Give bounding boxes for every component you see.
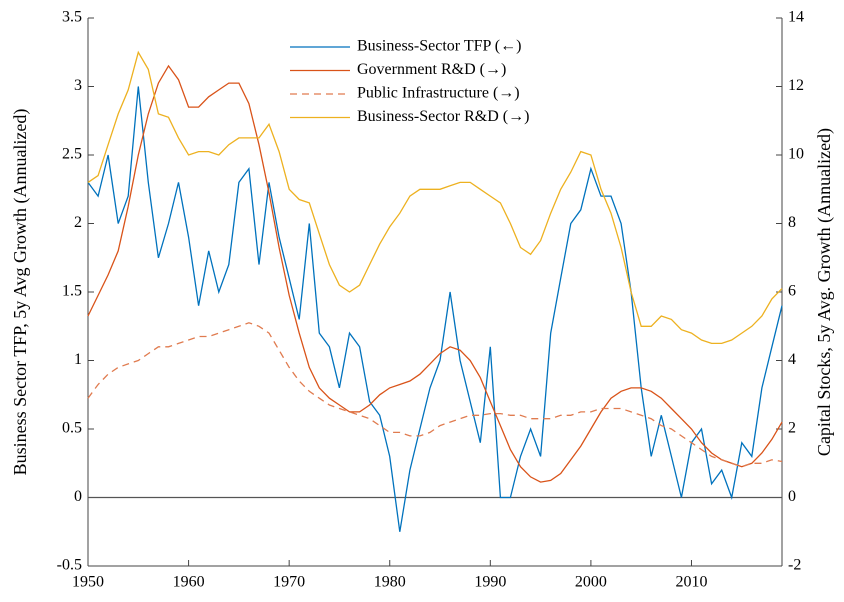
- y2-tick-label: 14: [788, 9, 804, 26]
- legend-label: Business-Sector R&D (→): [357, 108, 529, 125]
- x-tick-label: 1960: [173, 574, 205, 591]
- y-tick-label: 3.5: [62, 9, 82, 26]
- y-tick-label: 1.5: [62, 283, 82, 300]
- y2-axis-label: Capital Stocks, 5y Avg. Growth (Annualiz…: [814, 128, 835, 456]
- y2-tick-label: 12: [788, 77, 804, 94]
- legend-label: Government R&D (→): [357, 61, 506, 78]
- y2-tick-label: 6: [788, 283, 796, 300]
- y-tick-label: 2.5: [62, 146, 82, 163]
- x-tick-label: 2000: [575, 574, 607, 591]
- y2-tick-label: 0: [788, 488, 796, 505]
- series-line: [87, 322, 783, 468]
- x-tick-label: 1950: [72, 574, 104, 591]
- x-tick-label: 1980: [374, 574, 406, 591]
- y-tick-label: 0.5: [62, 420, 82, 437]
- y-tick-label: 0: [74, 488, 82, 505]
- y2-tick-label: 8: [788, 214, 796, 231]
- legend-label: Public Infrastructure (→): [357, 85, 520, 102]
- series-line: [87, 50, 783, 345]
- y-tick-label: 2: [74, 214, 82, 231]
- x-tick-label: 1990: [474, 574, 506, 591]
- y2-tick-label: 2: [788, 420, 796, 437]
- y2-tick-label: 10: [788, 146, 804, 163]
- x-tick-label: 2010: [675, 574, 707, 591]
- y-tick-label: -0.5: [57, 557, 82, 574]
- x-tick-label: 1970: [273, 574, 305, 591]
- y2-tick-label: -2: [788, 557, 801, 574]
- series-line: [87, 86, 783, 532]
- series-line: [87, 64, 783, 483]
- legend-label: Business-Sector TFP (←): [357, 38, 521, 55]
- y-tick-label: 3: [74, 77, 82, 94]
- y2-tick-label: 4: [788, 351, 796, 368]
- y-axis-label: Business Sector TFP, 5y Avg Growth (Annu…: [10, 109, 31, 476]
- y-tick-label: 1: [74, 351, 82, 368]
